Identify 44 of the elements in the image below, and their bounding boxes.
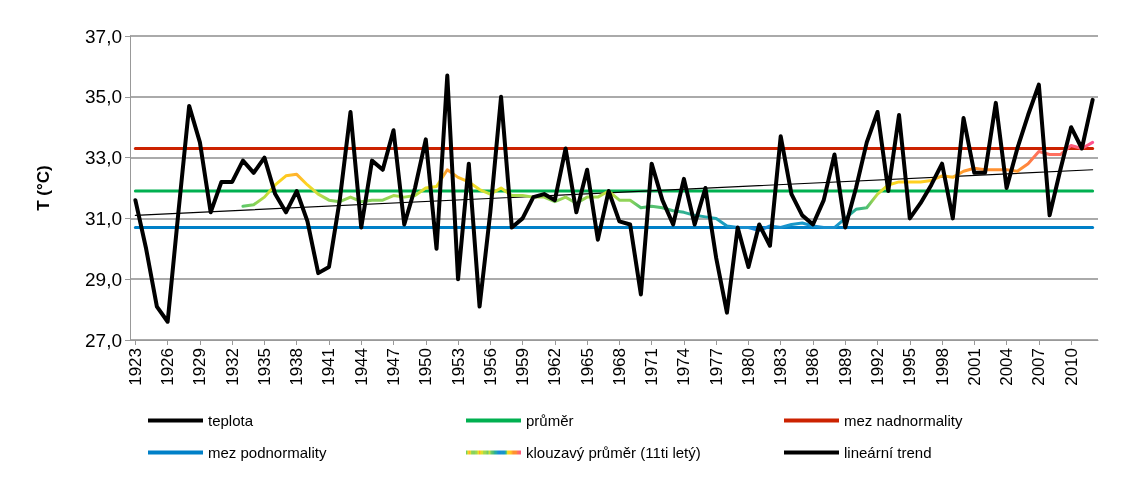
x-tick-label: 1947 — [384, 348, 404, 386]
x-tick-label: 1923 — [125, 348, 145, 386]
x-tick-label: 1998 — [932, 348, 952, 386]
x-tick-label: 1959 — [513, 348, 533, 386]
legend-label: mez podnormality — [208, 444, 327, 461]
y-tick-label: 31,0 — [85, 207, 122, 229]
x-tick-label: 2001 — [964, 348, 984, 386]
legend-label: průměr — [526, 412, 574, 429]
x-tick-label: 1992 — [868, 348, 888, 386]
y-tick-label: 29,0 — [85, 268, 122, 290]
x-tick-label: 1962 — [545, 348, 565, 386]
legend-label: mez nadnormality — [844, 412, 963, 429]
x-tick-label: 2004 — [997, 348, 1017, 386]
x-tick-label: 1953 — [448, 348, 468, 386]
x-tick-label: 1974 — [674, 348, 694, 386]
y-tick-label: 37,0 — [85, 25, 122, 47]
x-tick-label: 1935 — [254, 348, 274, 386]
x-tick-label: 1989 — [835, 348, 855, 386]
x-tick-label: 1929 — [190, 348, 210, 386]
x-tick-label: 1980 — [738, 348, 758, 386]
y-tick-label: 33,0 — [85, 147, 122, 169]
legend-label: lineární trend — [844, 444, 932, 461]
x-tick-label: 1983 — [771, 348, 791, 386]
legend-label: klouzavý průměr (11ti letý) — [526, 444, 701, 461]
y-axis-title: T (°C) — [34, 165, 53, 211]
x-tick-label: 1944 — [351, 348, 371, 386]
x-tick-label: 1926 — [158, 348, 178, 386]
x-tick-label: 1986 — [803, 348, 823, 386]
x-tick-label: 2010 — [1061, 348, 1081, 386]
x-tick-label: 1941 — [319, 348, 339, 386]
x-tick-label: 2007 — [1029, 348, 1049, 386]
x-tick-label: 1950 — [416, 348, 436, 386]
x-tick-label: 1932 — [222, 348, 242, 386]
y-tick-label: 27,0 — [85, 329, 122, 351]
y-tick-label: 35,0 — [85, 86, 122, 108]
legend-label: teplota — [208, 412, 254, 429]
line-series — [133, 73, 1095, 324]
x-tick-label: 1938 — [287, 348, 307, 386]
x-tick-label: 1956 — [480, 348, 500, 386]
x-tick-label: 1995 — [900, 348, 920, 386]
x-tick-label: 1977 — [706, 348, 726, 386]
x-tick-label: 1968 — [609, 348, 629, 386]
x-tick-label: 1965 — [577, 348, 597, 386]
x-tick-label: 1971 — [642, 348, 662, 386]
